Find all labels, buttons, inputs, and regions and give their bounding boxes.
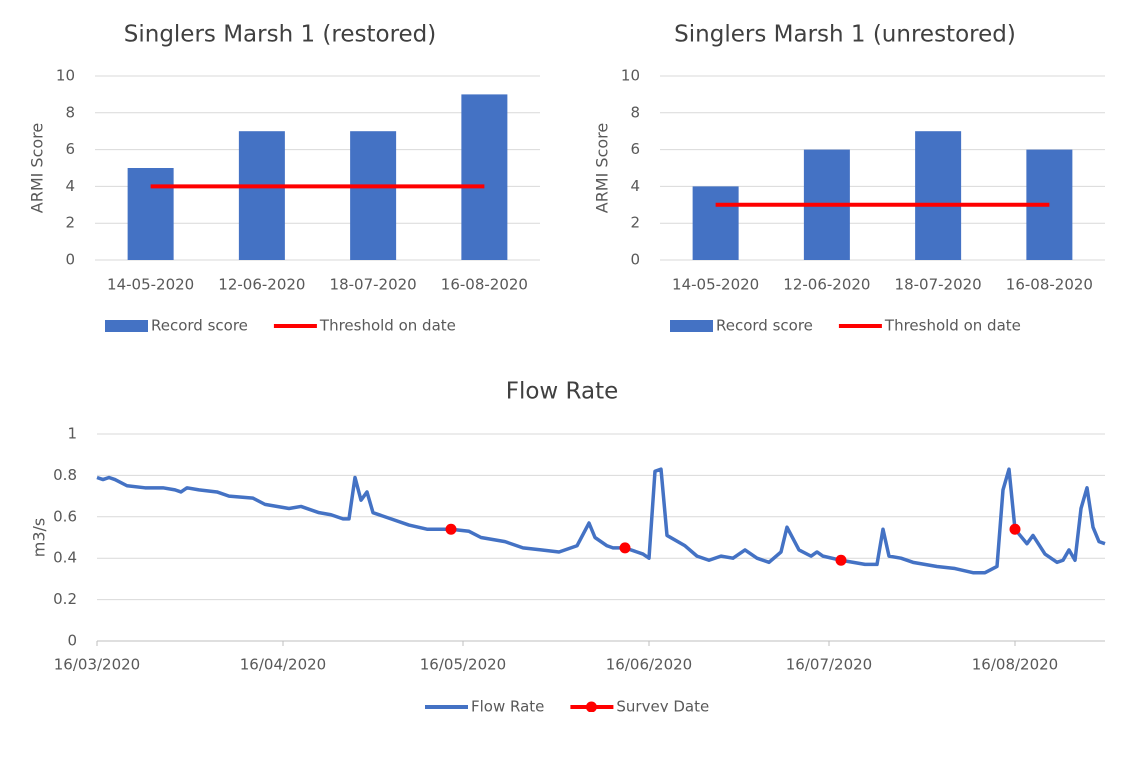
legend-label: Record score [716,317,813,335]
x-tick-label: 18-07-2020 [895,276,982,294]
x-tick-label: 14-05-2020 [672,276,759,294]
legend-item: Flow Rate [425,698,544,716]
x-tick-label: 18-07-2020 [330,276,417,294]
legend-label: Threshold on date [319,317,456,335]
survey-point [619,542,631,554]
y-tick-label: 8 [630,103,640,121]
x-tick-label: 16/08/2020 [972,656,1058,674]
y-tick-label: 2 [65,214,75,232]
x-tick-label: 14-05-2020 [107,276,194,294]
legend-swatch [105,320,148,332]
charts: Singlers Marsh 1 (restored) ARMI Score 0 2 4… [28,22,1106,716]
legend-label: Survey Date [616,698,709,713]
bar [692,186,739,260]
y-tick-label: 0.4 [53,549,77,567]
legend-item: Survey Date [570,698,709,716]
y-axis-title: m3/s [30,518,49,558]
x-tick-label: 16/03/2020 [54,656,140,674]
y-tick-label: 0.8 [53,466,77,484]
flow-line [96,467,1106,575]
survey-point [835,554,847,566]
chart-title: Singlers Marsh 1 (restored) [124,22,437,48]
y-tick-label: 10 [56,67,75,85]
chart-title: Flow Rate [506,379,619,405]
legend-item: Threshold on date [838,317,1021,335]
legend-marker [585,701,597,713]
y-tick-label: 0 [67,632,77,650]
legend-item: Record score [105,317,248,335]
y-tick-label: 6 [65,140,75,158]
x-tick-label: 16-08-2020 [1006,276,1093,294]
legend-item: Record score [670,317,813,335]
y-tick-label: 0 [630,251,640,269]
y-tick-label: 0 [65,251,75,269]
legend-label: Threshold on date [884,317,1021,335]
bar [127,168,174,260]
x-tick-label: 16/04/2020 [240,656,326,674]
y-tick-label: 2 [630,214,640,232]
chart-title: Singlers Marsh 1 (unrestored) [674,22,1016,48]
survey-point [1009,523,1021,535]
y-tick-label: 4 [65,177,75,195]
y-tick-label: 8 [65,103,75,121]
y-axis-title: ARMI Score [593,123,612,213]
survey-point [445,523,457,535]
x-tick-label: 12-06-2020 [218,276,305,294]
x-tick-label: 16/05/2020 [420,656,506,674]
bar [915,131,962,260]
y-axis-title: ARMI Score [28,123,47,213]
bar [461,94,508,261]
y-tick-label: 4 [630,177,640,195]
y-tick-label: 6 [630,140,640,158]
bar [238,131,285,260]
legend-swatch [670,320,713,332]
x-tick-label: 16/07/2020 [786,656,872,674]
y-tick-label: 10 [621,67,640,85]
legend-label: Record score [151,317,248,335]
y-tick-label: 0.6 [53,507,77,525]
legend-label: Flow Rate [471,698,544,713]
x-tick-label: 16-08-2020 [441,276,528,294]
bar [350,131,397,260]
legend-item: Threshold on date [273,317,456,335]
y-tick-label: 0.2 [53,590,77,608]
y-tick-label: 1 [67,425,77,443]
x-tick-label: 16/06/2020 [606,656,692,674]
x-tick-label: 12-06-2020 [783,276,870,294]
